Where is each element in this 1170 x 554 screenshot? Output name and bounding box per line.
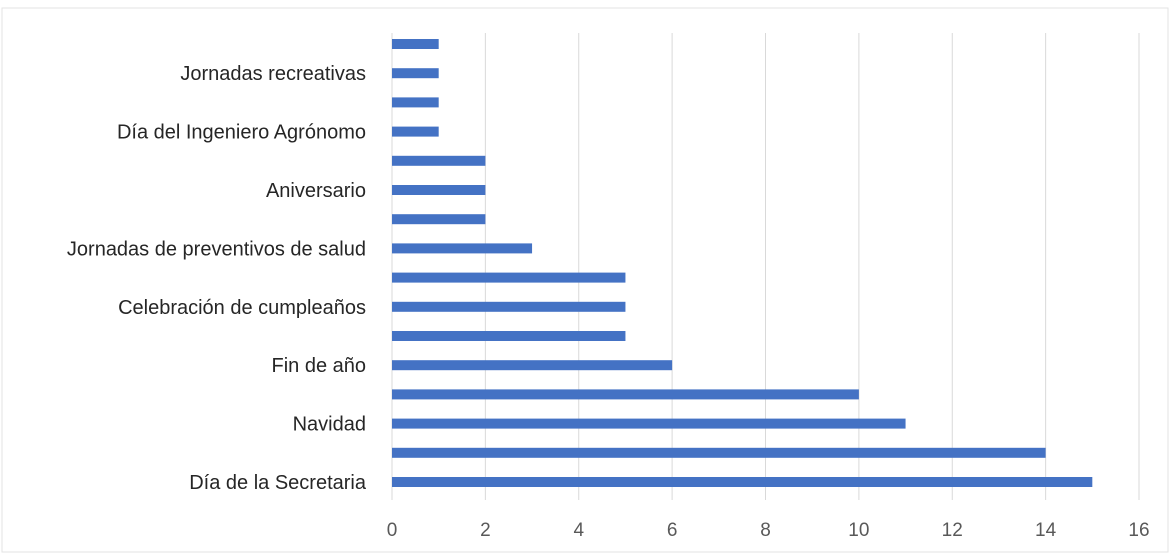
bar [392, 68, 439, 79]
x-tick-label: 12 [942, 520, 963, 541]
category-label: Día de la Secretaria [189, 472, 367, 494]
chart-frame [1, 7, 1169, 553]
bar [392, 39, 439, 49]
bar [392, 97, 439, 108]
category-label: Navidad [293, 414, 366, 436]
bar [392, 214, 486, 225]
category-label: Jornadas de preventivos de salud [67, 238, 366, 260]
x-tick-label: 2 [480, 520, 491, 541]
category-label: Aniversario [266, 180, 366, 202]
bar [392, 126, 439, 137]
bar [392, 185, 486, 195]
bar [392, 243, 533, 254]
x-tick-label: 10 [848, 520, 869, 541]
category-label: Día del Ingeniero Agrónomo [117, 122, 366, 144]
x-tick-label: 6 [667, 520, 678, 541]
bar [392, 331, 626, 341]
x-tick-label: 4 [573, 520, 584, 541]
bar [392, 477, 1093, 487]
category-label: Celebración de cumpleaños [118, 297, 366, 319]
bar [392, 301, 626, 312]
x-tick-label: 14 [1035, 520, 1057, 541]
bar [392, 418, 906, 429]
category-label: Fin de año [271, 355, 366, 377]
bar [392, 389, 859, 400]
category-label: Jornadas recreativas [180, 63, 366, 85]
bar [392, 360, 673, 371]
bar [392, 155, 486, 166]
bar [392, 272, 626, 283]
bar [392, 447, 1046, 458]
x-tick-label: 0 [387, 520, 398, 541]
x-tick-label: 16 [1128, 520, 1149, 541]
x-tick-label: 8 [760, 520, 771, 541]
